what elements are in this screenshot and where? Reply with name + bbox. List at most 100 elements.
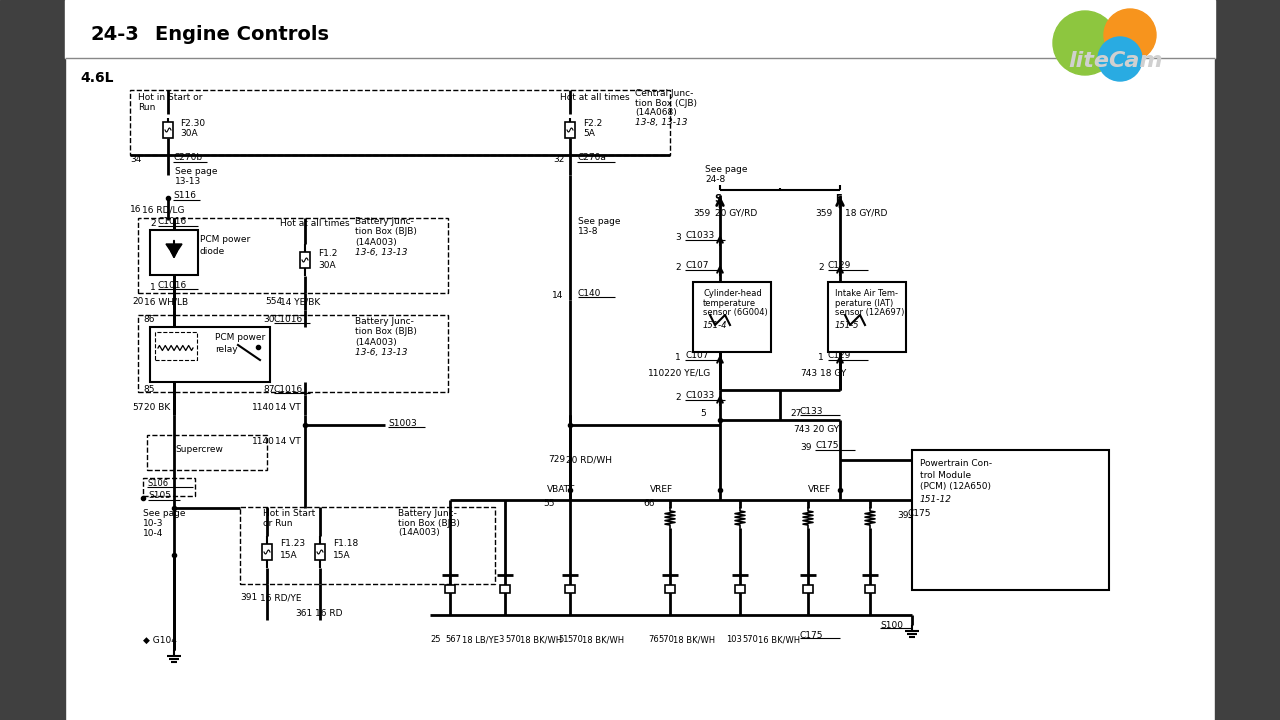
Text: 16 RD/LG: 16 RD/LG xyxy=(142,205,184,215)
Text: temperature: temperature xyxy=(703,299,756,307)
Text: E: E xyxy=(835,194,842,204)
Text: C129: C129 xyxy=(828,351,851,361)
Text: C107: C107 xyxy=(685,261,709,271)
Text: relay: relay xyxy=(215,346,238,354)
Text: 27: 27 xyxy=(790,408,801,418)
Bar xyxy=(315,544,325,560)
Bar xyxy=(564,122,575,138)
Bar xyxy=(803,585,813,593)
Text: S: S xyxy=(714,194,721,204)
Text: 1: 1 xyxy=(150,284,156,292)
Text: Powertrain Con-: Powertrain Con- xyxy=(920,459,992,467)
Bar xyxy=(865,585,876,593)
Text: C175: C175 xyxy=(815,441,838,451)
Text: (PCM) (12A650): (PCM) (12A650) xyxy=(920,482,991,492)
Text: Hot in Start or: Hot in Start or xyxy=(138,92,202,102)
Bar xyxy=(150,327,270,382)
Text: sensor (12A697): sensor (12A697) xyxy=(835,308,905,318)
Text: See page: See page xyxy=(579,217,621,227)
Text: S1003: S1003 xyxy=(388,418,417,428)
Text: F1.2: F1.2 xyxy=(317,248,338,258)
Text: (14A003): (14A003) xyxy=(355,338,397,346)
Text: 24-8: 24-8 xyxy=(705,176,726,184)
Text: S106: S106 xyxy=(147,480,168,488)
Text: 18 BK/WH: 18 BK/WH xyxy=(582,636,625,644)
Text: tion Box (BJB): tion Box (BJB) xyxy=(355,228,417,236)
Text: sensor (6G004): sensor (6G004) xyxy=(703,308,768,318)
Text: S116: S116 xyxy=(173,192,196,200)
Text: 151-4: 151-4 xyxy=(703,320,727,330)
Text: C270b: C270b xyxy=(173,153,202,163)
Text: 2: 2 xyxy=(675,394,681,402)
Text: C140: C140 xyxy=(579,289,602,297)
Bar xyxy=(138,315,448,392)
Text: trol Module: trol Module xyxy=(920,470,972,480)
Bar xyxy=(1215,0,1280,720)
Text: Battery Junc-: Battery Junc- xyxy=(355,318,413,326)
Text: PCM power: PCM power xyxy=(215,333,265,343)
Text: 16 RD/YE: 16 RD/YE xyxy=(260,593,302,603)
Text: 55: 55 xyxy=(543,498,554,508)
Bar xyxy=(564,585,575,593)
Text: 13-6, 13-13: 13-6, 13-13 xyxy=(355,348,407,356)
Text: F2.2: F2.2 xyxy=(582,119,603,127)
Bar xyxy=(828,282,906,352)
Text: (14A003): (14A003) xyxy=(398,528,440,538)
Circle shape xyxy=(1098,37,1142,81)
Text: 10-3: 10-3 xyxy=(143,518,164,528)
Text: 16 RD: 16 RD xyxy=(315,608,343,618)
Text: tion Box (CJB): tion Box (CJB) xyxy=(635,99,698,107)
Text: 2: 2 xyxy=(150,220,156,228)
Bar xyxy=(500,585,509,593)
Text: Intake Air Tem-: Intake Air Tem- xyxy=(835,289,899,297)
Text: C133: C133 xyxy=(800,407,823,415)
Text: 1140: 1140 xyxy=(252,403,275,413)
Text: 34: 34 xyxy=(131,156,141,164)
Text: Battery Junc-: Battery Junc- xyxy=(355,217,413,227)
Text: 20 GY: 20 GY xyxy=(813,426,840,434)
Circle shape xyxy=(1103,9,1156,61)
Bar xyxy=(666,585,675,593)
Text: 5A: 5A xyxy=(582,130,595,138)
Text: F1.18: F1.18 xyxy=(333,539,358,549)
Text: F2.30: F2.30 xyxy=(180,119,205,127)
Text: perature (IAT): perature (IAT) xyxy=(835,299,893,307)
Text: 15A: 15A xyxy=(280,552,298,560)
Text: 15A: 15A xyxy=(333,552,351,560)
Text: S100: S100 xyxy=(881,621,902,629)
Text: 76: 76 xyxy=(648,636,659,644)
Text: 743: 743 xyxy=(794,426,810,434)
Text: 1140: 1140 xyxy=(252,438,275,446)
Text: 5: 5 xyxy=(700,408,705,418)
Text: 10-4: 10-4 xyxy=(143,528,164,538)
Text: 1: 1 xyxy=(675,354,681,362)
Text: VREF: VREF xyxy=(808,485,831,495)
Text: 1: 1 xyxy=(818,354,824,362)
Bar xyxy=(911,450,1108,590)
Text: Hot at all times: Hot at all times xyxy=(561,92,630,102)
Text: Central Junc-: Central Junc- xyxy=(635,89,694,97)
Text: 3: 3 xyxy=(498,636,503,644)
Text: C1016: C1016 xyxy=(157,217,187,227)
Bar xyxy=(147,435,268,470)
Text: or Run: or Run xyxy=(262,518,293,528)
Text: 570: 570 xyxy=(506,636,521,644)
Bar xyxy=(138,218,448,293)
Text: 18 BK/WH: 18 BK/WH xyxy=(673,636,716,644)
Text: 51: 51 xyxy=(558,636,568,644)
Text: 729: 729 xyxy=(548,456,566,464)
Text: 2: 2 xyxy=(818,264,823,272)
Text: (14A068): (14A068) xyxy=(635,109,677,117)
Text: 20: 20 xyxy=(132,297,143,307)
Bar xyxy=(65,0,1215,58)
Text: 13-8, 13-13: 13-8, 13-13 xyxy=(635,119,687,127)
Text: 1102: 1102 xyxy=(648,369,671,377)
Text: 743: 743 xyxy=(800,369,817,377)
Text: C1016: C1016 xyxy=(274,385,303,395)
Text: Run: Run xyxy=(138,102,155,112)
Text: (14A003): (14A003) xyxy=(355,238,397,246)
Text: C270a: C270a xyxy=(577,153,605,163)
Bar xyxy=(131,90,669,155)
Text: 16 WH/LB: 16 WH/LB xyxy=(143,297,188,307)
Text: C129: C129 xyxy=(828,261,851,271)
